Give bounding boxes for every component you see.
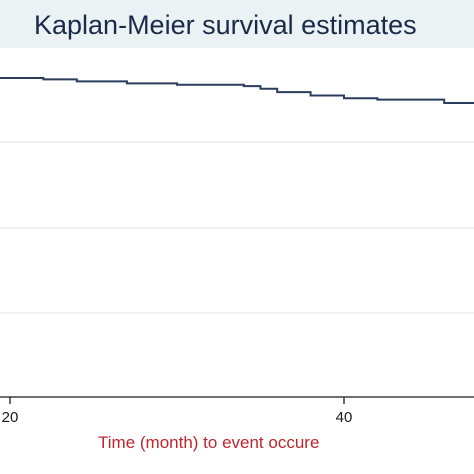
series-layer — [0, 77, 474, 104]
x-tick-label: 20 — [2, 409, 19, 426]
x-tick-label: 40 — [336, 409, 353, 426]
chart-title: Kaplan-Meier survival estimates — [34, 10, 417, 40]
survival-curve — [0, 77, 474, 104]
x-tick-layer: 204060 — [2, 397, 353, 426]
x-axis-label: Time (month) to event occure — [98, 433, 320, 452]
title-band — [0, 0, 474, 48]
grid-layer — [0, 141, 474, 314]
